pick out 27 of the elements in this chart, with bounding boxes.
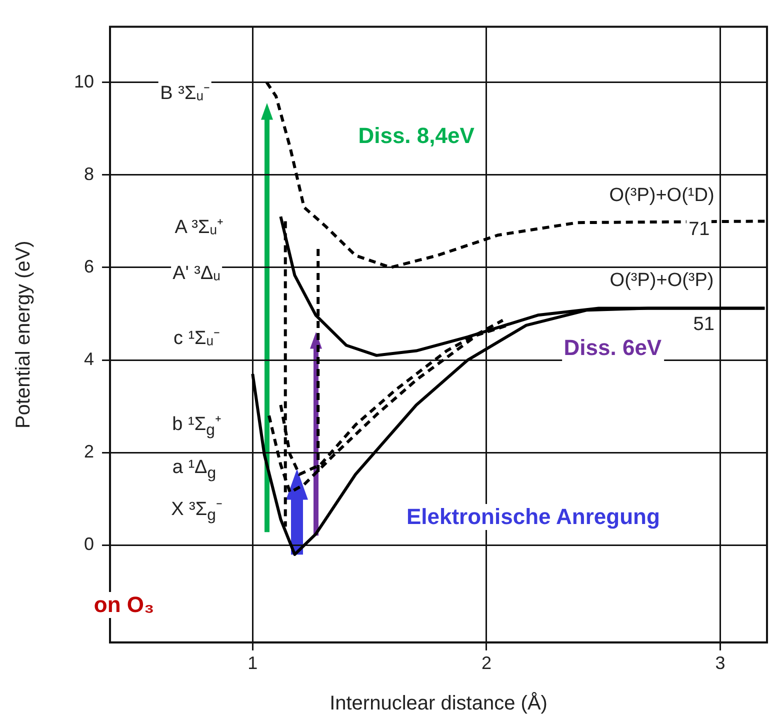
x-tick-label: 3: [715, 653, 726, 674]
annotation: A ³Σᵤ⁺: [172, 212, 225, 239]
annotation: Elektronische Anregung: [404, 504, 662, 530]
annotation: Diss. 6eV: [562, 335, 664, 362]
y-tick-label: 2: [84, 442, 94, 462]
y-tick-label: 8: [84, 164, 94, 184]
y-axis-title: Potential energy (eV): [12, 240, 35, 429]
line-series: [265, 80, 766, 269]
annotation: O(³P)+O(³P): [608, 270, 716, 292]
annotation: B ³Σᵤ⁻: [158, 78, 212, 105]
annotation: Diss. 8,4eV: [356, 123, 476, 150]
annotation: X ³Σ$_{g}$⁻: [169, 494, 224, 524]
annotation: 51: [691, 314, 716, 336]
y-tick-label: 6: [84, 256, 94, 276]
x-tick-label: 1: [248, 653, 258, 674]
annotation: b ¹Σ$_{g}$⁺: [170, 410, 223, 440]
y-tick-label: 10: [74, 71, 94, 92]
y-tick-label: 0: [84, 534, 94, 554]
x-tick-label: 2: [481, 653, 492, 674]
x-axis-title: Internuclear distance (Å): [330, 692, 548, 715]
annotation: on O₃: [92, 592, 156, 618]
annotation: A' ³Δᵤ: [170, 262, 222, 284]
annotation: 71: [686, 219, 712, 242]
annotation: O(³P)+O(¹D): [607, 184, 716, 207]
annotation: c ¹Σᵤ⁻: [171, 324, 222, 350]
annotation: a ¹Δ$_{g}$: [170, 456, 218, 483]
y-tick-label: 4: [84, 349, 94, 370]
